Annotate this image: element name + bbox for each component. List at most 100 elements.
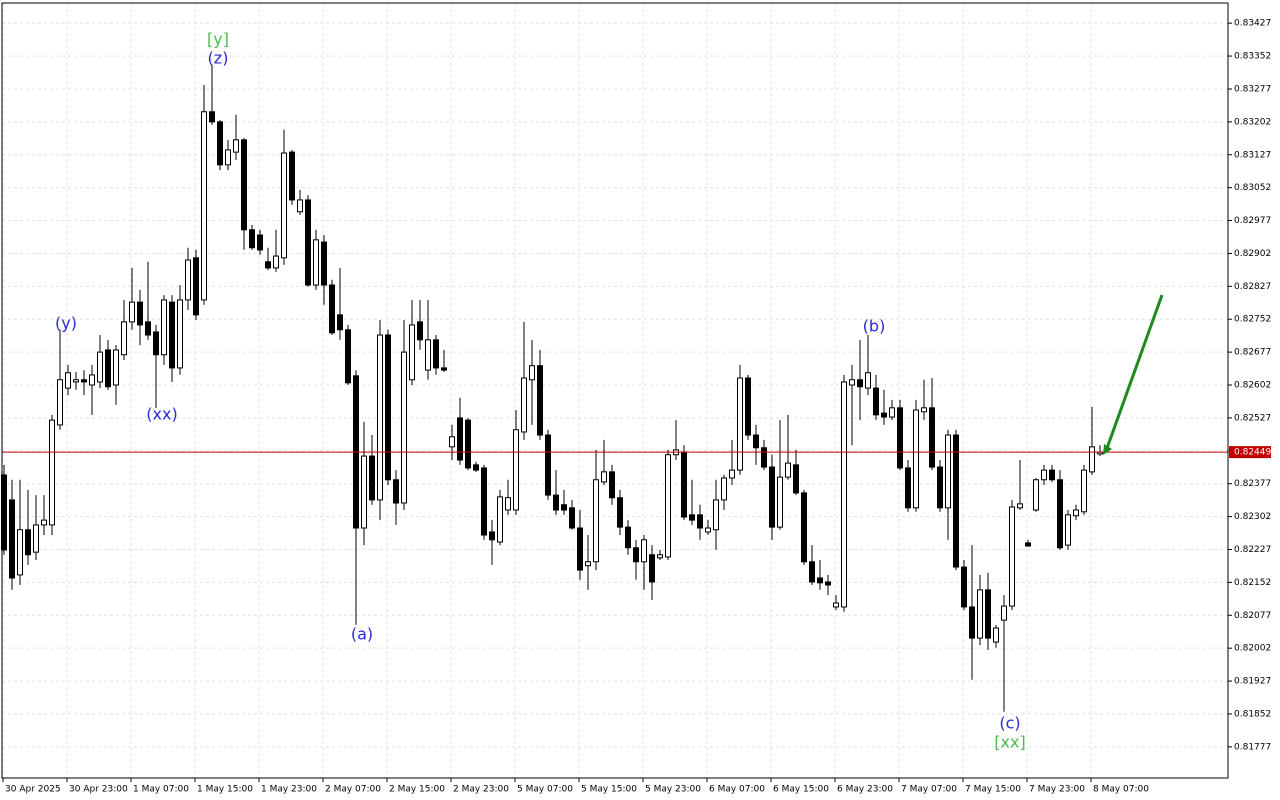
candle-body — [409, 324, 415, 381]
candle-body — [921, 407, 927, 413]
wave-label: (z) — [208, 49, 229, 68]
candle-body — [801, 492, 807, 563]
candle-body — [1001, 605, 1007, 621]
candle-body — [209, 111, 215, 123]
candle-body — [321, 241, 327, 286]
x-tick-label: 6 May 07:00 — [709, 785, 765, 795]
candle-body — [73, 379, 79, 383]
x-tick-label: 2 May 23:00 — [453, 785, 509, 795]
candle-body — [521, 377, 527, 433]
candle-body — [585, 561, 591, 567]
candle-body — [737, 377, 743, 471]
candle-body — [377, 334, 383, 501]
candle-body — [681, 451, 687, 518]
y-tick-label: 0.82827 — [1234, 282, 1271, 292]
candle-body — [809, 561, 815, 583]
wave-label: [y] — [207, 30, 229, 49]
y-tick-label: 0.82677 — [1234, 348, 1271, 358]
candle-body — [497, 496, 503, 543]
forecast-arrowhead — [1103, 444, 1112, 455]
candle-body — [1017, 503, 1023, 509]
candle-body — [689, 514, 695, 521]
candle-body — [849, 379, 855, 386]
candle-body — [713, 499, 719, 531]
wave-label: (y) — [55, 314, 77, 333]
candle-body — [873, 387, 879, 416]
candle-body — [841, 381, 847, 608]
y-tick-label: 0.82902 — [1234, 249, 1271, 259]
candle-body — [649, 554, 655, 583]
candle-body — [817, 577, 823, 584]
candle-body — [617, 497, 623, 528]
candle-body — [17, 529, 23, 576]
candle-body — [281, 152, 287, 259]
current-price-label: 0.82449 — [1234, 448, 1271, 458]
candle-body — [225, 149, 231, 166]
x-tick-label: 6 May 23:00 — [837, 785, 893, 795]
candle-body — [1073, 509, 1079, 517]
candle-body — [929, 407, 935, 468]
x-tick-label: 7 May 15:00 — [965, 785, 1021, 795]
candle-body — [481, 467, 487, 536]
candle-body — [953, 434, 959, 568]
candle-body — [449, 436, 455, 448]
wave-label: (xx) — [146, 405, 177, 424]
candle-body — [489, 531, 495, 541]
candle-body — [201, 111, 207, 301]
candle-body — [529, 365, 535, 381]
candle-body — [41, 519, 47, 526]
candle-body — [473, 464, 479, 471]
candle-body — [137, 301, 143, 326]
candle-body — [857, 379, 863, 388]
candle-body — [889, 407, 895, 418]
candle-body — [641, 539, 647, 563]
y-tick-label: 0.83427 — [1234, 19, 1271, 29]
candle-body — [1049, 469, 1055, 481]
candle-body — [273, 255, 279, 269]
candle-body — [969, 606, 975, 639]
candle-body — [265, 261, 271, 269]
candle-body — [1057, 479, 1063, 549]
candle-body — [81, 379, 87, 383]
x-tick-label: 1 May 15:00 — [197, 785, 253, 795]
candle-body — [993, 627, 999, 643]
y-tick-label: 0.82002 — [1234, 644, 1271, 654]
candle-body — [1025, 542, 1031, 547]
candle-body — [777, 476, 783, 528]
candle-body — [1009, 506, 1015, 607]
x-tick-label: 2 May 15:00 — [389, 785, 445, 795]
candle-body — [945, 434, 951, 509]
candle-body — [505, 497, 511, 511]
candle-body — [33, 524, 39, 553]
y-tick-label: 0.82977 — [1234, 216, 1271, 226]
current-price-box — [1229, 446, 1271, 459]
wave-label: [xx] — [994, 733, 1025, 752]
candle-body — [193, 257, 199, 316]
x-tick-label: 8 May 07:00 — [1093, 785, 1149, 795]
candle-body — [705, 527, 711, 533]
candle-body — [545, 434, 551, 496]
y-tick-label: 0.82752 — [1234, 315, 1271, 325]
y-tick-label: 0.82302 — [1234, 512, 1271, 522]
candle-body — [513, 429, 519, 511]
candle-body — [985, 589, 991, 639]
plot-frame — [1, 2, 1229, 779]
y-tick-label: 0.83202 — [1234, 117, 1271, 127]
candle-body — [609, 471, 615, 499]
y-tick-label: 0.82527 — [1234, 413, 1271, 423]
candle-body — [961, 566, 967, 608]
candle-body — [305, 199, 311, 286]
y-tick-label: 0.81852 — [1234, 709, 1271, 719]
candle-body — [177, 299, 183, 369]
candle-body — [865, 372, 871, 389]
candle-body — [913, 409, 919, 509]
candle-body — [65, 372, 71, 389]
y-tick-label: 0.82227 — [1234, 545, 1271, 555]
candle-body — [113, 349, 119, 386]
x-tick-label: 5 May 07:00 — [517, 785, 573, 795]
x-tick-label: 1 May 23:00 — [261, 785, 317, 795]
x-tick-label: 7 May 23:00 — [1029, 785, 1085, 795]
y-tick-label: 0.81927 — [1234, 677, 1271, 687]
candle-body — [569, 507, 575, 529]
